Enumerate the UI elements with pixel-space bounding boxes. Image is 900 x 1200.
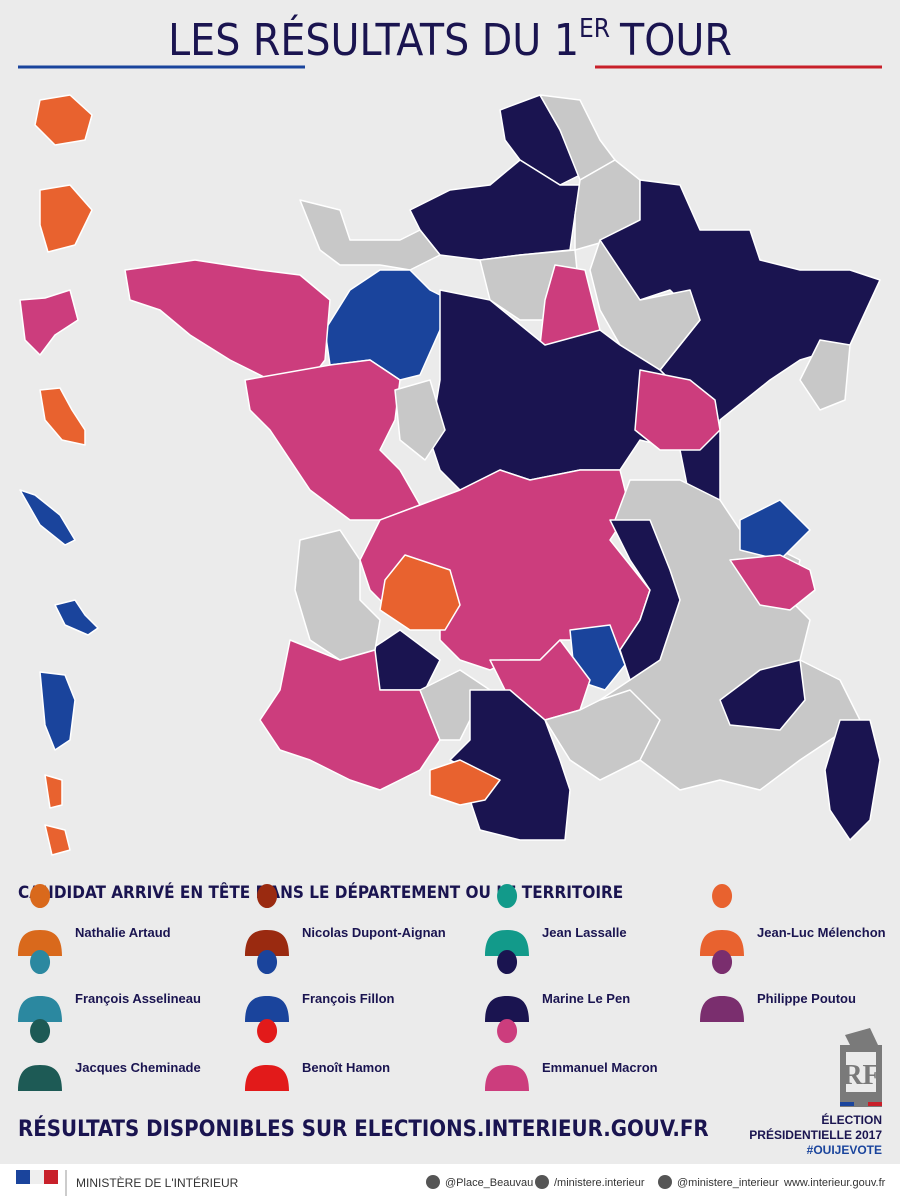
- title-sup: ER: [579, 14, 610, 44]
- legend-label: Benoît Hamon: [302, 1060, 390, 1075]
- legend-icon: [18, 1019, 62, 1091]
- rf-logo: RF: [840, 1028, 882, 1107]
- person-silhouette: [18, 884, 62, 956]
- facebook-icon: [535, 1175, 549, 1189]
- person-silhouette: [245, 950, 289, 1022]
- legend-label: Jacques Cheminade: [75, 1060, 201, 1075]
- hashtag: #OUIJEVOTE: [807, 1143, 882, 1157]
- marianne-logo: [16, 1170, 58, 1184]
- instagram-icon: [658, 1175, 672, 1189]
- legend-icon: [245, 1019, 289, 1091]
- person-silhouette: [18, 950, 62, 1022]
- title: LES RÉSULTATS DU 1ER TOUR: [168, 13, 732, 66]
- legend-icon: [485, 1019, 529, 1091]
- legend-label: Nathalie Artaud: [75, 925, 171, 940]
- legend-label: Jean-Luc Mélenchon: [757, 925, 886, 940]
- title-end: TOUR: [619, 15, 732, 66]
- legend-icon: [245, 884, 289, 956]
- election: ÉLECTION: [821, 1112, 882, 1127]
- person-silhouette: [700, 950, 744, 1022]
- legend-icon: [700, 884, 744, 956]
- legend-heading: CANDIDAT ARRIVÉ EN TÊTE DANS LE DÉPARTEM…: [18, 881, 623, 903]
- map-overseas: [19, 94, 99, 856]
- legend-label: François Fillon: [302, 991, 395, 1006]
- footer-bar: [0, 1164, 900, 1200]
- results-link: RÉSULTATS DISPONIBLES SUR ELECTIONS.INTE…: [18, 1116, 709, 1142]
- legend-label: François Asselineau: [75, 991, 201, 1006]
- legend-label: Jean Lassalle: [542, 925, 627, 940]
- person-silhouette: [245, 884, 289, 956]
- person-silhouette: [245, 1019, 289, 1091]
- legend-label: Emmanuel Macron: [542, 1060, 658, 1075]
- twitter: @Place_Beauvau: [445, 1177, 533, 1189]
- person-silhouette: [485, 884, 529, 956]
- legend-icon: [245, 950, 289, 1022]
- facebook: /ministere.interieur: [554, 1177, 645, 1189]
- svg-text:RF: RF: [842, 1060, 879, 1091]
- legend-label: Nicolas Dupont-Aignan: [302, 925, 446, 940]
- person-silhouette: [485, 1019, 529, 1091]
- map-france: [124, 94, 881, 841]
- person-silhouette: [485, 950, 529, 1022]
- legend: Nathalie Artaud Nicolas Dupont-Aignan Jean…: [18, 884, 886, 1091]
- twitter-icon: [426, 1175, 440, 1189]
- legend-icon: [485, 950, 529, 1022]
- title-main: LES RÉSULTATS DU 1: [168, 13, 579, 66]
- legend-icon: [18, 884, 62, 956]
- instagram: @ministere_interieur: [677, 1177, 779, 1189]
- legend-icon: [700, 950, 744, 1022]
- person-silhouette: [18, 1019, 62, 1091]
- website: www.interieur.gouv.fr: [783, 1177, 886, 1189]
- legend-icon: [485, 884, 529, 956]
- presidential: PRÉSIDENTIELLE 2017: [749, 1127, 882, 1142]
- legend-icon: [18, 950, 62, 1022]
- person-silhouette: [700, 884, 744, 956]
- legend-label: Marine Le Pen: [542, 991, 630, 1006]
- legend-label: Philippe Poutou: [757, 991, 856, 1006]
- ministry: MINISTÈRE DE L'INTÉRIEUR: [76, 1175, 239, 1190]
